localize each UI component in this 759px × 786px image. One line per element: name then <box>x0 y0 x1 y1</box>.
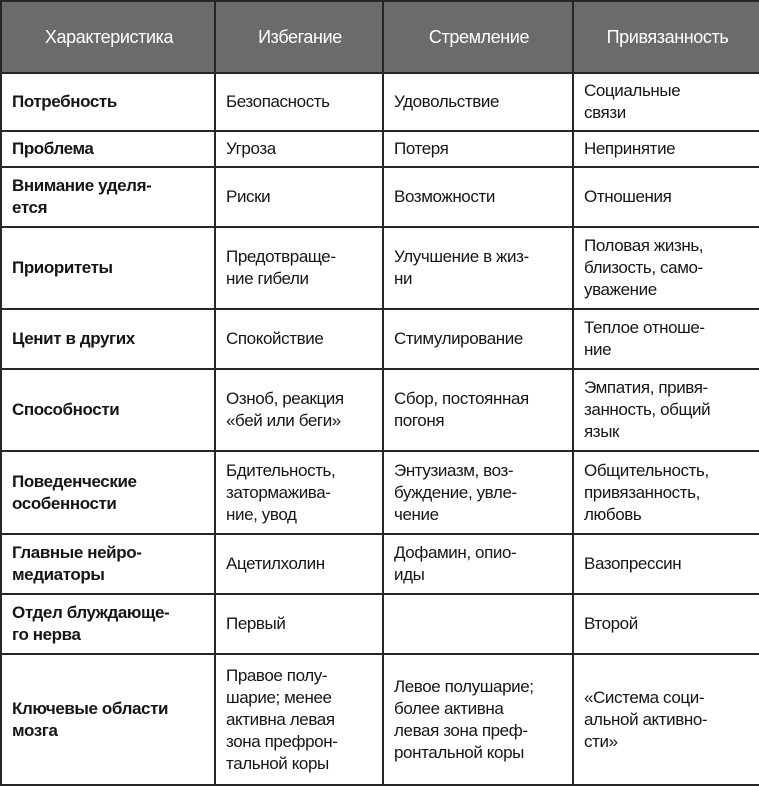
table-row: Отдел блуждающе- го нерва Первый Второй <box>0 593 759 655</box>
header-avoidance: Избегание <box>214 0 384 74</box>
table-row: Потребность Безопасность Удовольствие Социа… <box>0 72 759 132</box>
table-cell: Отношения <box>572 166 759 228</box>
table-row: Поведенческие особенности Бдительность, з… <box>0 450 759 535</box>
table-cell: Сбор, постоянная погоня <box>382 368 574 452</box>
table-cell: Улучшение в жиз- ни <box>382 226 574 310</box>
header-row: Характеристика Избегание Стремление Прив… <box>0 0 759 74</box>
table-cell: Безопасность <box>214 72 384 132</box>
table-cell: Стимулирование <box>382 308 574 370</box>
table-cell: Угроза <box>214 130 384 168</box>
table-cell: Бдительность, затормажива- ние, увод <box>214 450 384 535</box>
row-header-cell: Приоритеты <box>0 226 216 310</box>
table-cell <box>382 593 574 655</box>
table-cell: Возможности <box>382 166 574 228</box>
row-header-cell: Внимание уделя- ется <box>0 166 216 228</box>
table-cell: Потеря <box>382 130 574 168</box>
row-header-cell: Способности <box>0 368 216 452</box>
table-cell: Левое полушарие; более активна левая зон… <box>382 653 574 786</box>
table-row: Проблема Угроза Потеря Непринятие <box>0 130 759 168</box>
table-cell: Первый <box>214 593 384 655</box>
table-cell: Предотвраще- ние гибели <box>214 226 384 310</box>
table-row: Ценит в других Спокойствие Стимулирование Т… <box>0 308 759 370</box>
table-cell: Общительность, привязанность, любовь <box>572 450 759 535</box>
table-row: Главные нейро- медиаторы Ацетилхолин Дофам… <box>0 533 759 595</box>
row-header-cell: Проблема <box>0 130 216 168</box>
table-cell: Теплое отноше- ние <box>572 308 759 370</box>
table-cell: Эмпатия, привя- занность, общий язык <box>572 368 759 452</box>
table-cell: Энтузиазм, воз- буждение, увле- чение <box>382 450 574 535</box>
table-cell: Спокойствие <box>214 308 384 370</box>
table-cell: Правое полу- шарие; менее активна левая … <box>214 653 384 786</box>
row-header-cell: Поведенческие особенности <box>0 450 216 535</box>
table-cell: Озноб, реакция «бей или беги» <box>214 368 384 452</box>
table-row: Способности Озноб, реакция «бей или беги»… <box>0 368 759 452</box>
table-row: Приоритеты Предотвраще- ние гибели Улучшен… <box>0 226 759 310</box>
row-header-cell: Ключевые области мозга <box>0 653 216 786</box>
row-header-cell: Главные нейро- медиаторы <box>0 533 216 595</box>
table-row: Ключевые области мозга Правое полу- шарие… <box>0 653 759 786</box>
table-cell: Дофамин, опио- иды <box>382 533 574 595</box>
table-cell: Удовольствие <box>382 72 574 132</box>
table-cell: «Система соци- альной активно- сти» <box>572 653 759 786</box>
header-striving: Стремление <box>382 0 574 74</box>
table-cell: Второй <box>572 593 759 655</box>
table-cell: Социальные связи <box>572 72 759 132</box>
table-cell: Риски <box>214 166 384 228</box>
row-header-cell: Отдел блуждающе- го нерва <box>0 593 216 655</box>
table-cell: Половая жизнь, близость, само- уважение <box>572 226 759 310</box>
table-row: Внимание уделя- ется Риски Возможности Отно… <box>0 166 759 228</box>
table-cell: Вазопрессин <box>572 533 759 595</box>
table-cell: Ацетилхолин <box>214 533 384 595</box>
header-attachment: Привязанность <box>572 0 759 74</box>
header-characteristic: Характеристика <box>0 0 216 74</box>
table-cell: Непринятие <box>572 130 759 168</box>
row-header-cell: Ценит в других <box>0 308 216 370</box>
row-header-cell: Потребность <box>0 72 216 132</box>
